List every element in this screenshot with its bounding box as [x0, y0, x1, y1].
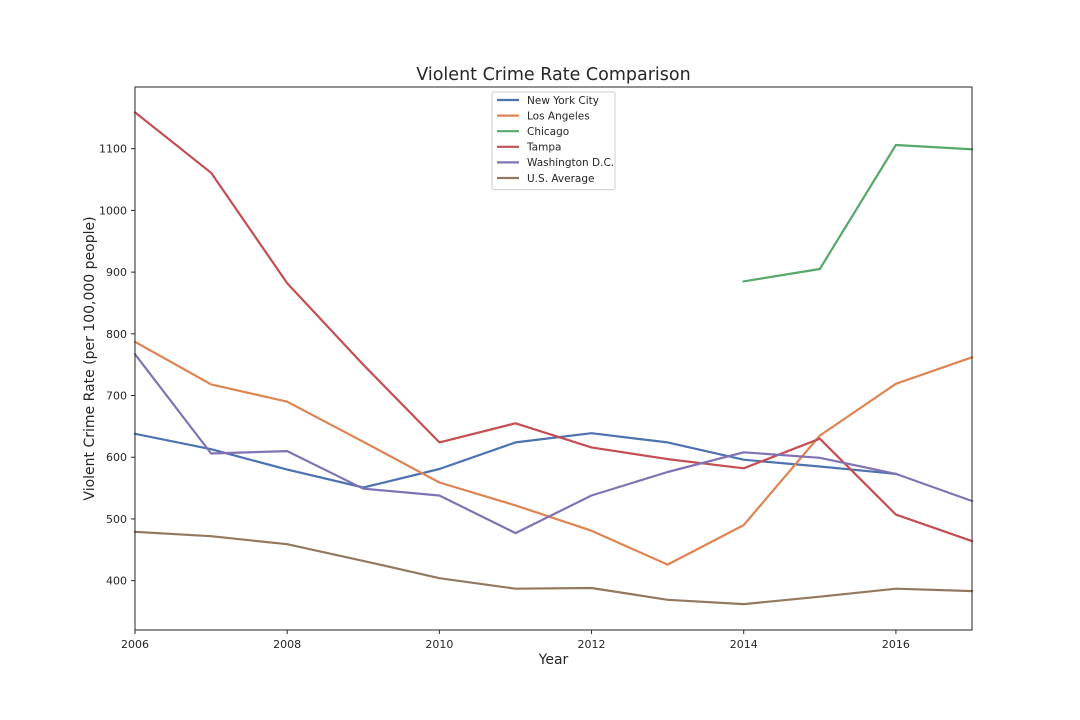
legend-box [491, 91, 616, 191]
x-tick-label: 2014 [730, 638, 758, 651]
x-axis-label: Year [538, 652, 569, 668]
x-tick-label: 2008 [273, 638, 301, 651]
series-line-4 [133, 352, 974, 535]
x-tick-label: 2010 [425, 638, 453, 651]
x-tick-label: 2006 [121, 638, 149, 651]
x-tick-label: 2016 [882, 638, 910, 651]
legend-label-4: Washington D.C. [527, 157, 614, 169]
y-tick-label: 1000 [99, 204, 127, 217]
series-line-1 [133, 340, 974, 566]
series-line-3 [133, 110, 974, 543]
legend-label-5: U.S. Average [527, 173, 594, 185]
legend-label-2: Chicago [527, 126, 569, 138]
y-tick-label: 700 [106, 390, 127, 403]
y-tick-label: 800 [106, 328, 127, 341]
x-axis: 2006 2008 2010 2012 2014 2016 [121, 630, 910, 651]
series-line-5 [133, 530, 974, 606]
y-tick-label: 500 [106, 513, 127, 526]
y-tick-label: 400 [106, 575, 127, 588]
y-tick-label: 1100 [99, 143, 127, 156]
x-tick-label: 2012 [578, 638, 606, 651]
legend-label-0: New York City [527, 95, 599, 107]
y-axis: 400 500 600 700 800 900 1000 1100 [99, 143, 135, 588]
plot-area [133, 110, 974, 606]
chart-title: Violent Crime Rate Comparison [416, 65, 690, 85]
legend: New York City Los Angeles Chicago Tampa Wash… [491, 91, 616, 191]
legend-label-1: Los Angeles [527, 110, 590, 122]
y-tick-label: 900 [106, 266, 127, 279]
plot-frame [134, 86, 973, 631]
y-axis-label: Violent Crime Rate (per 100,000 people) [82, 216, 98, 500]
legend-label-3: Tampa [526, 142, 561, 154]
series-line-2 [742, 143, 974, 283]
y-tick-label: 600 [106, 451, 127, 464]
series-line-0 [133, 432, 898, 489]
